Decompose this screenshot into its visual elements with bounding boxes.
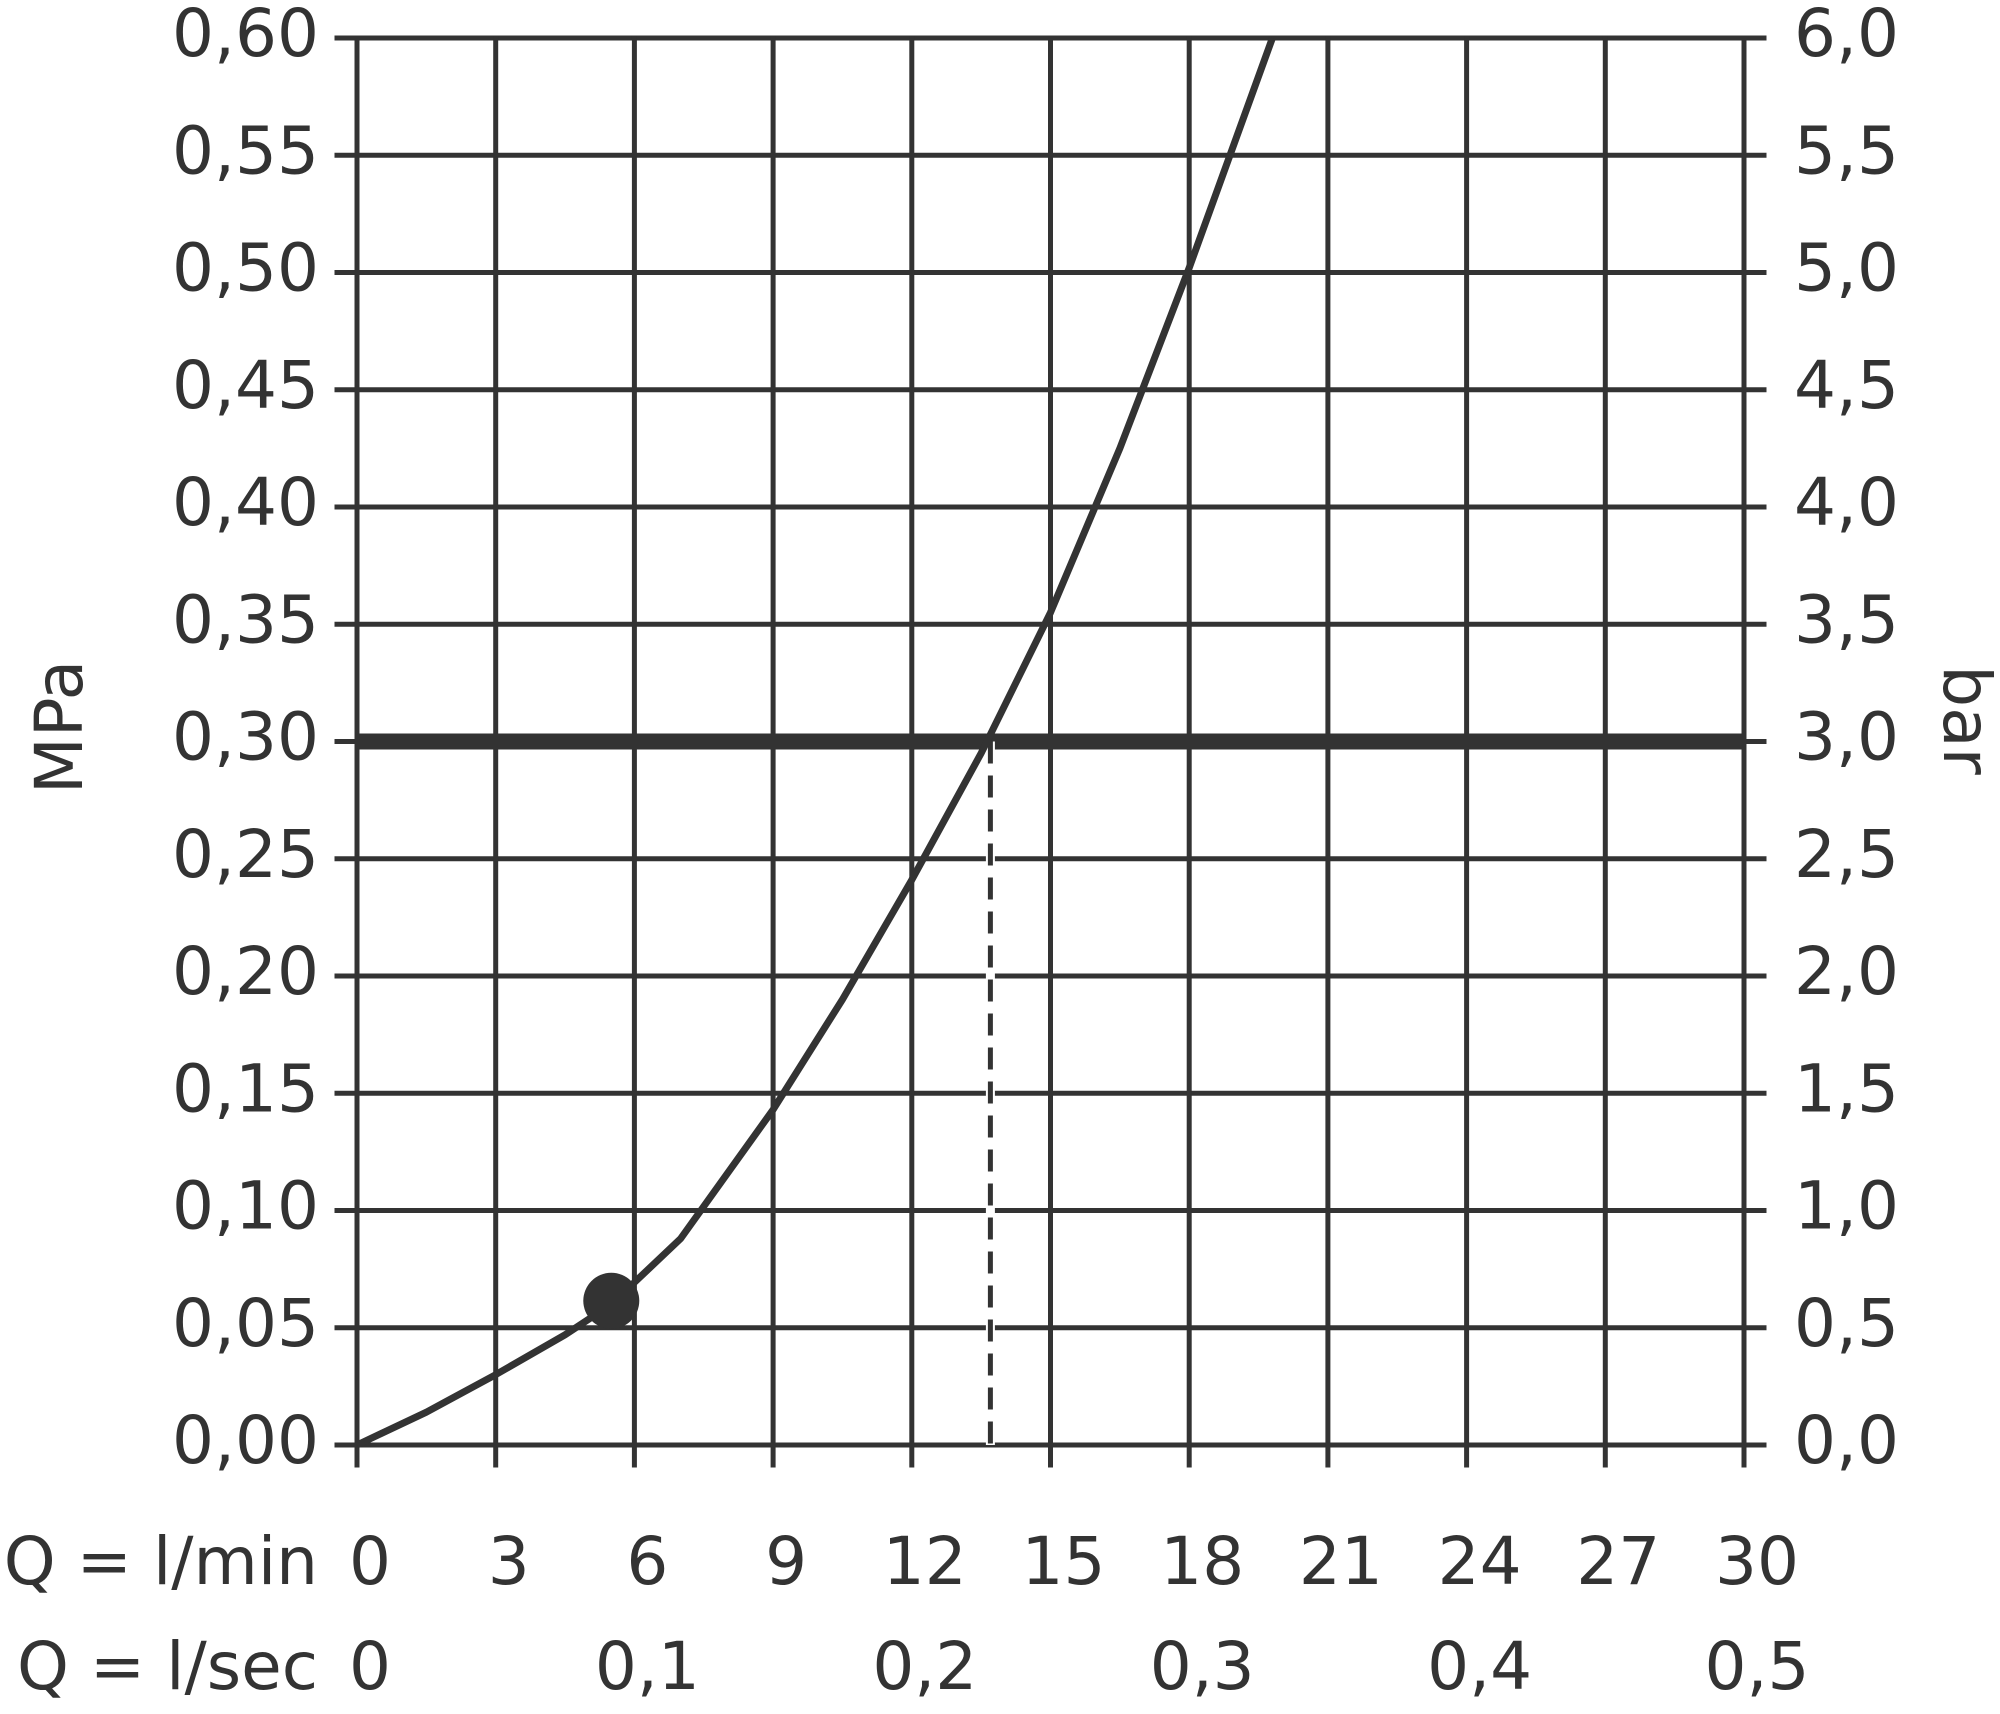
x-tick-label: 3: [488, 1523, 530, 1600]
y-tick-label: 0,45: [172, 347, 319, 424]
x-tick-label: 24: [1438, 1523, 1522, 1600]
x2-tick-label: 0,4: [1427, 1628, 1532, 1705]
y-tick-label: 0,50: [172, 230, 319, 307]
y2-tick-label: 3,5: [1794, 581, 1899, 658]
x-tick-label: 27: [1576, 1523, 1660, 1600]
y2-tick-label: 6,0: [1794, 0, 1899, 72]
y-tick-label: 0,00: [172, 1402, 319, 1479]
y2-tick-label: 4,0: [1794, 464, 1899, 541]
y2-tick-label: 3,0: [1794, 699, 1899, 776]
y2-tick-label: 2,5: [1794, 816, 1899, 893]
x2-axis-label: Q = l/sec: [17, 1628, 318, 1705]
y-tick-label: 0,55: [172, 112, 319, 189]
x-tick-label: 6: [626, 1523, 668, 1600]
x-tick-label: 21: [1299, 1523, 1383, 1600]
x-tick-label: 9: [765, 1523, 807, 1600]
curve: [355, 36, 1276, 1449]
y-tick-label: 0,20: [172, 933, 319, 1010]
x2-tick-label: 0,5: [1705, 1628, 1810, 1705]
y-tick-label: 0,15: [172, 1050, 319, 1127]
y-axis-label: MPa: [21, 660, 98, 794]
y2-tick-label: 5,0: [1794, 230, 1899, 307]
y2-tick-label: 1,0: [1794, 1168, 1899, 1245]
y-tick-label: 0,35: [172, 581, 319, 658]
x-tick-label: 0: [349, 1523, 391, 1600]
marker: [583, 1272, 640, 1329]
x2-tick-label: 0: [349, 1628, 391, 1705]
y-tick-label: 0,30: [172, 699, 319, 776]
y2-tick-label: 1,5: [1794, 1050, 1899, 1127]
x-axis-label: Q = l/min: [4, 1523, 318, 1600]
x-tick-label: 18: [1160, 1523, 1244, 1600]
x2-tick-label: 0,3: [1150, 1628, 1255, 1705]
y-tick-label: 0,05: [172, 1285, 319, 1362]
y2-tick-label: 5,5: [1794, 112, 1899, 189]
y2-tick-label: 0,0: [1794, 1402, 1899, 1479]
y2-tick-label: 2,0: [1794, 933, 1899, 1010]
x-tick-label: 12: [883, 1523, 967, 1600]
x-tick-label: 30: [1715, 1523, 1799, 1600]
x2-tick-label: 0,1: [595, 1628, 700, 1705]
x2-tick-label: 0,2: [872, 1628, 977, 1705]
y-tick-label: 0,25: [172, 816, 319, 893]
y-tick-label: 0,40: [172, 464, 319, 541]
y2-tick-label: 0,5: [1794, 1285, 1899, 1362]
y-tick-label: 0,10: [172, 1168, 319, 1245]
y2-axis-label: bar: [1928, 665, 2000, 775]
x-tick-label: 15: [1022, 1523, 1106, 1600]
y2-tick-label: 4,5: [1794, 347, 1899, 424]
y-tick-label: 0,60: [172, 0, 319, 72]
